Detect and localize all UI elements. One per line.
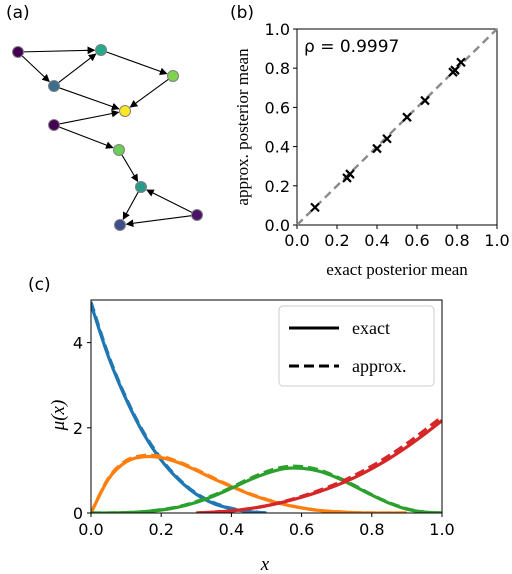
series-red-approx <box>196 415 442 513</box>
x-tick-label: 0.8 <box>359 520 384 539</box>
scatter-panel: 0.0 0.2 0.4 0.6 0.8 1.0 0.0 0.2 0.4 0.6 0.8 1.0 ρ … <box>233 20 510 279</box>
scatter-point <box>402 112 412 122</box>
graph-edge <box>21 55 50 83</box>
scatter-x-axis-label: exact posterior mean <box>326 260 468 279</box>
scatter-point <box>345 169 355 179</box>
correlation-annotation: ρ = 0.9997 <box>304 37 399 57</box>
legend-box <box>278 305 435 387</box>
series-orange-approx <box>91 453 407 513</box>
graph-node <box>119 105 131 117</box>
x-tick-label: 0.4 <box>219 520 244 539</box>
graph-node <box>167 70 179 82</box>
line-x-ticks: 0.0 0.2 0.4 0.6 0.8 1.0 <box>78 513 455 539</box>
y-tick-label: 2 <box>73 419 83 438</box>
y-tick-label: 0.2 <box>265 177 290 196</box>
x-tick-label: 0.6 <box>289 520 314 539</box>
graph-edge <box>58 53 97 84</box>
panel-c-label: (c) <box>28 275 51 295</box>
graph-edge <box>105 51 168 76</box>
scatter-point <box>382 133 392 144</box>
x-tick-label: 1.0 <box>429 520 454 539</box>
y-tick-label: 0.4 <box>265 138 290 157</box>
y-tick-label: 0.8 <box>265 59 290 78</box>
graph-node <box>48 119 60 131</box>
y-tick-label: 4 <box>73 334 83 353</box>
panel-a-label: (a) <box>6 3 30 23</box>
line-x-axis-label: x <box>260 554 270 574</box>
scatter-frame <box>296 28 498 226</box>
graph-node <box>113 144 125 156</box>
series-orange <box>91 453 407 513</box>
scatter-x-ticks: 0.0 0.2 0.4 0.6 0.8 1.0 <box>284 225 510 250</box>
graph-edge <box>125 215 192 228</box>
scatter-y-ticks: 0.0 0.2 0.4 0.6 0.8 1.0 <box>265 20 297 235</box>
graph-node <box>135 181 147 193</box>
x-tick-label: 0.0 <box>78 520 103 539</box>
graph-panel <box>12 44 203 231</box>
scatter-y-axis-label: approx. posterior mean <box>233 48 252 206</box>
x-tick-label: 0.8 <box>444 231 469 250</box>
graph-node <box>95 44 107 56</box>
graph-edge <box>23 46 96 55</box>
scatter-point <box>456 57 466 68</box>
series-green <box>91 464 442 513</box>
y-tick-label: 0.0 <box>265 216 290 235</box>
scatter-point <box>310 202 320 213</box>
legend-exact-label: exact <box>352 318 390 338</box>
graph-node <box>48 80 60 92</box>
x-tick-label: 0.0 <box>284 231 309 250</box>
legend: exact approx. <box>278 305 435 387</box>
line-y-axis-label: μ(x) <box>48 400 69 432</box>
x-tick-label: 0.2 <box>148 520 173 539</box>
series-green-approx <box>91 464 442 513</box>
series-red-exact <box>196 419 442 513</box>
line-chart-frame <box>90 299 443 514</box>
line-chart-panel: 0.0 0.2 0.4 0.6 0.8 1.0 0 2 4 x μ(x) exact appr… <box>48 299 455 574</box>
panel-b-label: (b) <box>230 3 254 23</box>
y-tick-label: 0 <box>73 504 83 523</box>
reference-line <box>296 28 498 226</box>
scatter-point <box>372 143 382 154</box>
legend-approx-label: approx. <box>352 356 406 376</box>
graph-node <box>114 219 126 231</box>
graph-edge <box>122 191 139 220</box>
graph-edge <box>58 126 114 149</box>
identity-line <box>296 28 498 226</box>
graph-edge <box>121 154 139 183</box>
line-y-ticks: 0 2 4 <box>73 334 91 523</box>
x-tick-label: 0.6 <box>404 231 429 250</box>
series-red <box>196 415 442 513</box>
series-orange-exact <box>91 454 407 513</box>
series-blue-approx <box>91 301 267 513</box>
scatter-points <box>310 57 466 213</box>
graph-node <box>191 209 203 221</box>
scatter-point <box>420 95 430 106</box>
y-tick-label: 0.6 <box>265 98 290 117</box>
graph-edges <box>21 46 193 228</box>
x-tick-label: 0.4 <box>364 231 389 250</box>
x-tick-label: 0.2 <box>324 231 349 250</box>
scatter-point <box>450 65 460 75</box>
graph-edge <box>129 78 169 108</box>
x-tick-label: 1.0 <box>484 231 509 250</box>
graph-nodes <box>12 44 203 231</box>
graph-node <box>12 46 24 58</box>
y-tick-label: 1.0 <box>265 20 290 39</box>
graph-edge <box>59 87 120 111</box>
graph-edge <box>146 189 193 214</box>
graph-edge <box>59 109 120 125</box>
